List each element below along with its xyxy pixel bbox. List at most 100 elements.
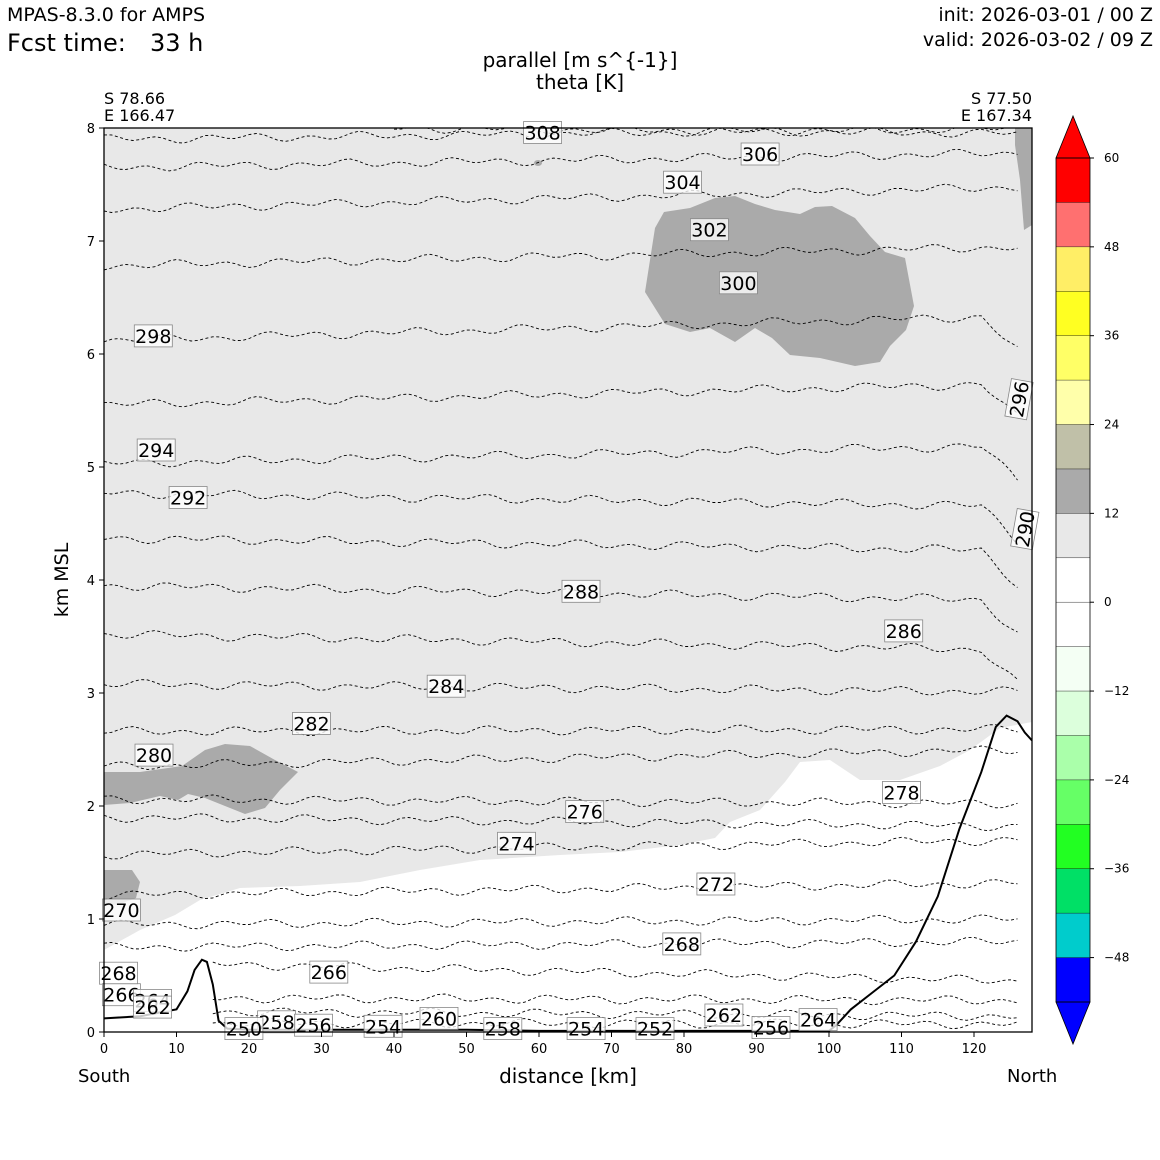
contour-label-text: 262 [134, 997, 170, 1019]
x-tick-label: 10 [168, 1042, 185, 1057]
contour-label-box [884, 619, 924, 643]
contour-label-box [224, 1017, 264, 1040]
colorbar-bin [1056, 335, 1090, 381]
colorbar-frame [1055, 157, 1091, 1003]
x-tick-label: 20 [241, 1042, 258, 1057]
colorbar-tick-label: −36 [1104, 862, 1129, 876]
y-tick-label: 6 [87, 348, 95, 363]
colorbar-bin [1056, 779, 1090, 825]
contour-label: 252 [635, 1017, 675, 1041]
contour-label-text: 306 [742, 144, 778, 166]
contour-label-box [798, 1008, 838, 1031]
colorbar-bin [1056, 735, 1090, 780]
contour-label: 258 [257, 1010, 297, 1034]
contour-label-text: 250 [226, 1019, 262, 1041]
contour-label: 308 [523, 121, 562, 145]
contour-label-box [565, 800, 605, 823]
contour-label-text: 284 [428, 676, 464, 698]
x-tick-label: 40 [386, 1042, 403, 1057]
contour-label: 278 [882, 781, 921, 804]
contour-label: 250 [224, 1017, 264, 1041]
contour-label-box [566, 1017, 606, 1040]
contour-label: 286 [884, 619, 924, 643]
contour-label-box [704, 1003, 744, 1027]
contour-label-text: 256 [753, 1018, 789, 1040]
y-tick-label: 3 [87, 687, 95, 702]
contour-label-text: 272 [698, 874, 734, 896]
contour-label-box [136, 438, 176, 462]
contour-label: 256 [294, 1013, 333, 1037]
contour-label-text: 286 [886, 621, 922, 643]
x-tick-label: 30 [313, 1042, 330, 1057]
contour-label: 276 [565, 800, 605, 824]
contour-label: 282 [291, 712, 331, 736]
x-tick-label: 70 [603, 1042, 620, 1057]
contour-label-text: 254 [365, 1016, 401, 1038]
contour-label-box [882, 781, 921, 804]
x-tick-label: 80 [676, 1042, 693, 1057]
contour-label-text: 300 [720, 273, 756, 295]
contour-label: 266 [102, 983, 141, 1007]
theta-contour-line [104, 836, 1018, 860]
contour-label: 300 [719, 271, 758, 295]
colorbar-bin [1056, 158, 1090, 203]
contour-label: 262 [704, 1003, 744, 1027]
contour-label-text: 308 [524, 123, 560, 145]
contour-label-box [740, 142, 780, 166]
contour-label-text: 264 [800, 1010, 836, 1032]
strong-wind-region-right [1015, 128, 1032, 230]
contour-label-text: 288 [563, 581, 599, 603]
strong-wind-region-left [104, 870, 140, 906]
contour-label-text: 276 [567, 802, 603, 824]
weak-wind-region [104, 722, 1032, 1032]
contour-label: 306 [740, 142, 780, 166]
chart-subtitle: theta [K] [536, 70, 624, 94]
fcst-time-value: 33 h [150, 29, 204, 57]
contour-label-text: 260 [421, 1008, 457, 1030]
contour-label-box [134, 743, 174, 767]
contour-label: 264 [798, 1008, 838, 1032]
x-tick-label: 50 [458, 1042, 475, 1057]
contour-label-box [133, 324, 173, 348]
contour-label-text: 256 [295, 1015, 331, 1037]
colorbar-bin [1056, 691, 1090, 736]
colorbar-bin [1056, 202, 1090, 247]
colorbar-under-arrow [1055, 1001, 1091, 1046]
contour-label-box [291, 712, 331, 735]
contour-label-box [497, 831, 536, 855]
contour-label-box [719, 271, 758, 295]
contour-label-box [662, 932, 702, 956]
contour-label: 256 [751, 1016, 791, 1040]
y-tick-label: 4 [87, 574, 95, 589]
theta-contour-line [104, 382, 1018, 414]
contour-label-text: 274 [498, 833, 534, 855]
end-lon: E 167.34 [960, 106, 1032, 125]
colorbar-bin [1056, 424, 1090, 469]
theta-contour-line [104, 936, 1018, 952]
contour-label: 302 [690, 218, 729, 242]
valid-time: valid: 2026-03-02 / 09 Z [922, 29, 1153, 51]
contour-label-text: 268 [664, 934, 700, 956]
colorbar-bin [1056, 913, 1090, 958]
colorbar-bin [1056, 868, 1090, 914]
contour-label-text: 294 [138, 440, 174, 462]
south-label: South [78, 1066, 131, 1087]
contour-label: 292 [168, 486, 208, 510]
contour-label-text: 252 [637, 1019, 673, 1041]
x-tick-label: 100 [817, 1042, 842, 1057]
contour-label: 304 [663, 170, 702, 194]
contour-label-box [294, 1013, 333, 1037]
colorbar-bin [1056, 824, 1090, 869]
contour-label-text: 280 [136, 745, 172, 767]
contour-label: 268 [99, 961, 138, 985]
chart-title: parallel [m s^{-1}] [482, 48, 678, 72]
contour-label: 254 [363, 1014, 403, 1038]
contour-label-text: 258 [258, 1012, 294, 1034]
contour-label-text: 302 [691, 220, 727, 242]
x-tick-label: 60 [531, 1042, 548, 1057]
x-tick-label: 90 [748, 1042, 765, 1057]
theta-contour-line [104, 244, 1018, 271]
y-tick-label: 8 [87, 122, 95, 137]
x-tick-label: 110 [889, 1042, 914, 1057]
